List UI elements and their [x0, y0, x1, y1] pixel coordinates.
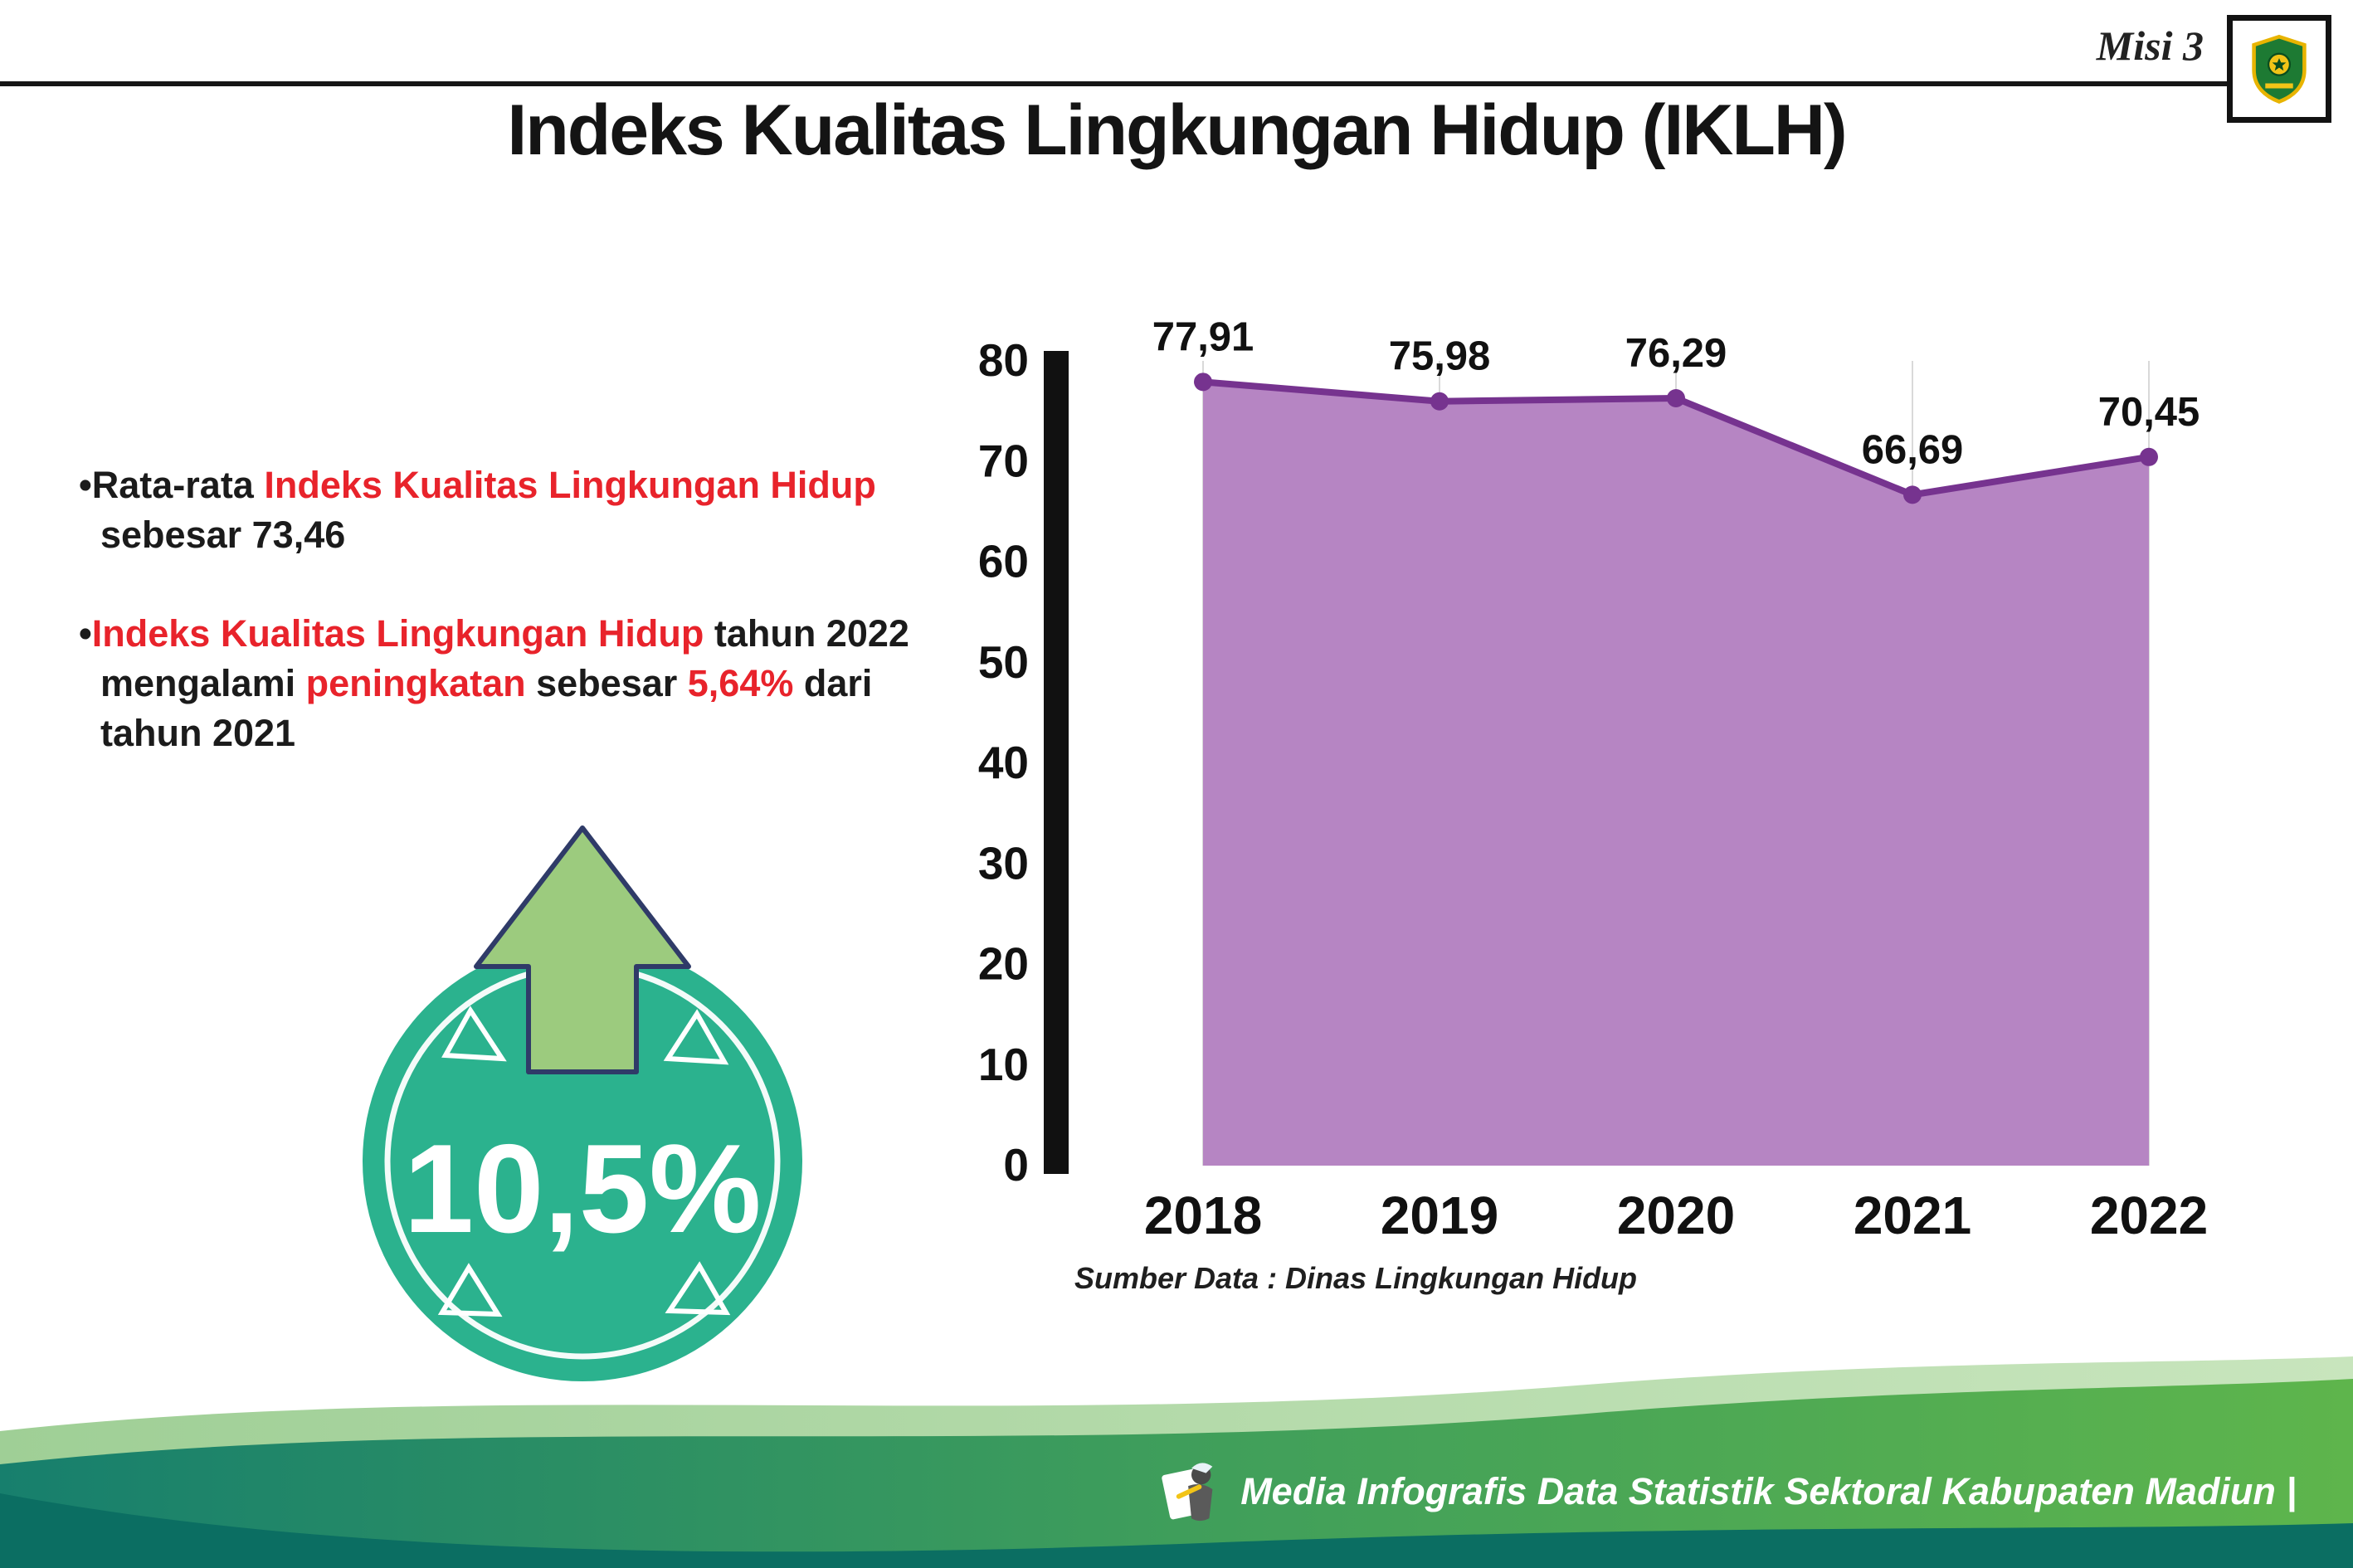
- x-tick-label: 2019: [1381, 1186, 1498, 1245]
- badge-value: 10,5%: [404, 1118, 762, 1259]
- y-tick-label: 20: [978, 938, 1029, 990]
- kabupaten-madiun-logo: [2227, 15, 2331, 123]
- text-segment-highlight: 5,64%: [687, 661, 794, 704]
- value-label: 77,91: [1152, 314, 1254, 359]
- chart-canvas: 77,91 75,98 76,29 66,69 70,45 0 10 20 30 40 50 60 70…: [978, 314, 2208, 1245]
- data-point: [2140, 447, 2158, 466]
- iklh-area-chart: 77,91 75,98 76,29 66,69 70,45 0 10 20 30 40 50 60 70…: [946, 278, 2307, 1249]
- text-segment: sebesar 73,46: [100, 514, 346, 557]
- up-arrow-icon: [474, 825, 691, 1074]
- bullet-average-iklh: •Rata-rata Indeks Kualitas Lingkungan Hi…: [79, 460, 967, 561]
- value-label: 70,45: [2098, 390, 2200, 435]
- footer-credit-text: Media Infografis Data Statistik Sektoral…: [1240, 1470, 2297, 1512]
- badge-tick-icon: [663, 1009, 729, 1065]
- increase-badge: 10,5%: [363, 825, 802, 1381]
- mascot-icon: [1162, 1463, 1213, 1522]
- x-tick-label: 2022: [2090, 1186, 2208, 1245]
- value-label: 75,98: [1389, 334, 1491, 379]
- header-divider: [0, 81, 2239, 86]
- y-tick-label: 70: [978, 435, 1029, 486]
- data-source: Sumber Data : Dinas Lingkungan Hidup: [1074, 1261, 1638, 1295]
- y-tick-label: 10: [978, 1039, 1029, 1090]
- data-point: [1430, 392, 1449, 411]
- y-tick-label: 0: [1003, 1139, 1029, 1191]
- bullet-increase-2022: •Indeks Kualitas Lingkungan Hidup tahun …: [79, 609, 967, 759]
- value-label: 76,29: [1625, 331, 1727, 376]
- value-label: 66,69: [1862, 427, 1964, 472]
- y-tick-label: 60: [978, 536, 1029, 587]
- y-tick-label: 80: [978, 334, 1029, 386]
- footer-wave-dark: [0, 1493, 2353, 1568]
- text-segment: sebesar: [525, 661, 688, 704]
- summary-bullets: •Rata-rata Indeks Kualitas Lingkungan Hi…: [79, 460, 967, 806]
- text-segment: Rata-rata: [91, 464, 265, 506]
- x-tick-label: 2021: [1854, 1186, 1971, 1245]
- y-tick-label: 50: [978, 636, 1029, 688]
- data-point: [1903, 485, 1922, 504]
- data-point: [1667, 388, 1685, 407]
- text-segment-highlight: peningkatan: [305, 661, 526, 704]
- text-segment: dari tahun 2021: [100, 661, 873, 755]
- data-point: [1194, 373, 1212, 392]
- badge-tick-icon: [441, 1006, 507, 1062]
- y-tick-label: 40: [978, 737, 1029, 788]
- y-axis: [1044, 351, 1069, 1174]
- badge-tick-icon: [665, 1261, 731, 1316]
- bullet-marker: •: [79, 611, 92, 655]
- x-tick-label: 2018: [1144, 1186, 1262, 1245]
- text-segment-highlight: Indeks Kualitas Lingkungan Hidup: [264, 464, 876, 506]
- text-segment-highlight: Indeks Kualitas Lingkungan Hidup: [91, 611, 704, 655]
- x-tick-label: 2020: [1617, 1186, 1735, 1245]
- y-tick-label: 30: [978, 837, 1029, 889]
- badge-tick-icon: [437, 1263, 503, 1317]
- misi-label: Misi 3: [2096, 22, 2204, 69]
- text-segment: tahun 2022 mengalami: [100, 611, 909, 704]
- page-title: Indeks Kualitas Lingkungan Hidup (IKLH): [507, 90, 1847, 170]
- footer-credit: Media Infografis Data Statistik Sektoral…: [1159, 1457, 2297, 1527]
- area-fill: [1203, 382, 2149, 1166]
- footer-wave: [0, 1356, 2353, 1568]
- logo-shield-icon: [2252, 34, 2307, 104]
- bullet-marker: •: [79, 464, 92, 506]
